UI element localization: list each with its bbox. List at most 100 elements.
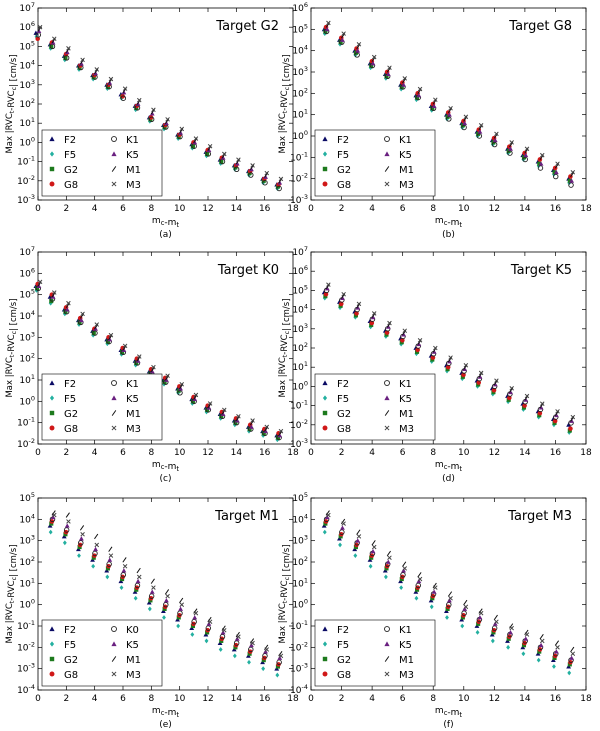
legend-label: K1 — [399, 379, 412, 390]
data-point-m1 — [249, 638, 255, 644]
data-point-k5 — [107, 337, 113, 342]
legend-marker-g8 — [49, 671, 55, 677]
y-tick-label: 105 — [292, 22, 308, 35]
data-point-k5 — [370, 548, 376, 554]
x-tick-label: 14 — [519, 694, 531, 704]
data-point-m3 — [478, 123, 484, 128]
y-tick-label: 106 — [292, 1, 308, 14]
data-point-g8 — [35, 36, 40, 42]
data-point-k5 — [553, 649, 559, 654]
legend-marker-m1 — [111, 166, 117, 172]
data-point-f5 — [521, 651, 526, 657]
y-tick-label: 106 — [19, 266, 35, 279]
y-tick-label: 10-2 — [290, 640, 308, 653]
data-point-k5 — [508, 630, 513, 635]
y-tick-label: 10-1 — [290, 150, 308, 163]
data-point-m3 — [417, 86, 423, 92]
data-point-m3 — [341, 521, 346, 526]
data-point-m3 — [463, 604, 469, 610]
data-point-k5 — [538, 161, 544, 166]
data-point-k1 — [400, 572, 406, 578]
legend-box — [314, 373, 436, 441]
data-point-k0 — [148, 593, 155, 599]
data-point-f5 — [536, 657, 541, 663]
x-tick-label: 16 — [550, 448, 562, 458]
chart-title: Target G2 — [215, 19, 279, 34]
data-point-m3 — [555, 409, 560, 414]
data-point-f5 — [162, 381, 166, 387]
data-point-m3 — [193, 610, 199, 616]
data-point-m3 — [151, 585, 156, 590]
panel-caption: (f) — [443, 720, 453, 730]
y-tick-label: 103 — [19, 330, 35, 343]
y-axis-label: Max |RVCt-RVCc| [cm/s] — [5, 54, 19, 153]
data-point-f5 — [383, 76, 388, 81]
data-point-k0 — [92, 550, 98, 557]
data-point-m3 — [51, 36, 57, 41]
data-point-f5 — [62, 540, 67, 546]
data-point-g8 — [461, 372, 466, 378]
legend-label: G2 — [64, 165, 78, 176]
y-tick-label: 101 — [19, 373, 35, 386]
y-tick-label: 101 — [292, 576, 308, 589]
data-point-f5 — [105, 574, 110, 580]
legend-label: M3 — [126, 180, 141, 191]
data-point-f5 — [119, 585, 124, 590]
data-point-m1 — [65, 512, 70, 518]
legend-label: F2 — [64, 379, 76, 390]
data-point-k1 — [233, 166, 240, 173]
data-point-m3 — [136, 97, 142, 103]
data-point-m3 — [179, 381, 185, 387]
data-point-f5 — [353, 553, 358, 558]
legend-marker-m3 — [384, 671, 390, 677]
panel-caption: (d) — [442, 474, 455, 484]
data-point-m3 — [207, 143, 213, 149]
data-point-f5 — [567, 670, 572, 676]
y-tick-label: 105 — [19, 288, 35, 301]
data-point-m3 — [108, 76, 114, 82]
x-tick-label: 6 — [400, 448, 406, 458]
panel-caption: (a) — [159, 230, 172, 240]
data-point-g2 — [384, 74, 389, 79]
data-point-m3 — [417, 576, 423, 582]
data-point-f5 — [162, 615, 166, 620]
data-point-g8 — [354, 311, 359, 316]
data-point-m3 — [37, 24, 43, 30]
legend-label: G8 — [337, 180, 351, 191]
y-tick-label: 100 — [19, 135, 35, 148]
y-tick-label: 10-4 — [17, 683, 35, 696]
x-tick-label: 10 — [174, 204, 186, 214]
x-tick-label: 18 — [580, 204, 592, 214]
legend-marker-g8 — [322, 181, 328, 187]
data-point-k1 — [522, 156, 528, 163]
data-point-k1 — [120, 95, 127, 101]
data-point-g2 — [323, 29, 328, 34]
data-point-k5 — [206, 405, 212, 410]
data-point-k1 — [491, 141, 498, 148]
legend-marker-k5 — [111, 641, 117, 647]
data-point-f5 — [91, 563, 96, 569]
x-tick-label: 14 — [231, 448, 243, 458]
legend-marker-g2 — [49, 166, 55, 172]
legend-box — [314, 129, 436, 197]
x-tick-label: 6 — [400, 694, 406, 704]
data-point-k5 — [355, 48, 361, 53]
data-point-k5 — [178, 386, 183, 391]
legend-marker-k1 — [384, 136, 390, 142]
data-point-k0 — [276, 659, 282, 665]
data-point-k1 — [507, 150, 513, 156]
data-point-f5 — [445, 116, 449, 122]
data-point-k0 — [134, 582, 141, 589]
x-axis-label: mc-mt — [435, 216, 463, 229]
legend-marker-k1 — [111, 136, 117, 142]
data-point-k5 — [149, 369, 155, 374]
legend-marker-g8 — [322, 425, 328, 431]
data-point-f2 — [566, 422, 572, 427]
data-point-m1 — [447, 591, 453, 597]
x-tick-label: 2 — [339, 204, 345, 214]
y-axis-label: Max |RVCt-RVCc| [cm/s] — [278, 298, 292, 397]
data-point-f5 — [176, 623, 181, 629]
legend-marker-k5 — [111, 151, 117, 157]
x-tick-label: 4 — [369, 694, 375, 704]
